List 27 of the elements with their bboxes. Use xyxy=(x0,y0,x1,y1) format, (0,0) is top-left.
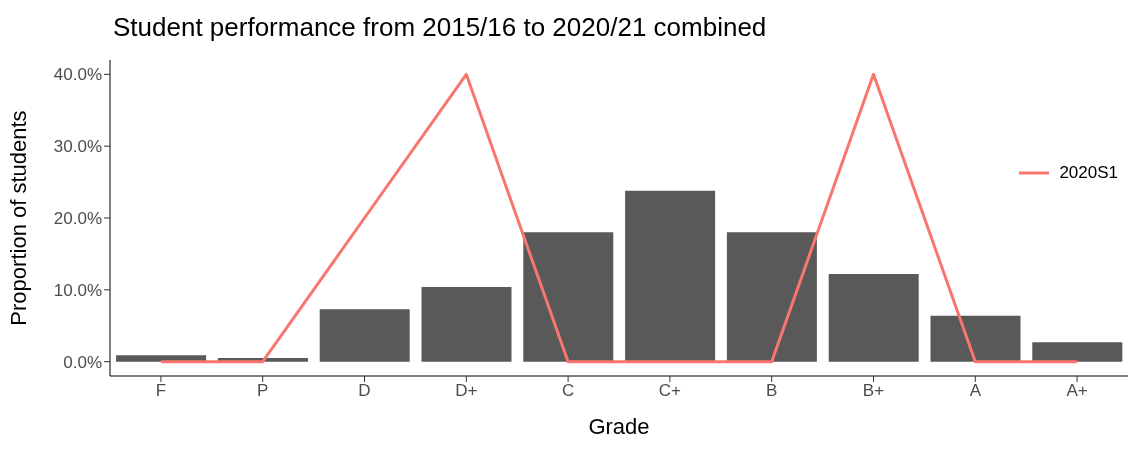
y-axis-title: Proportion of students xyxy=(5,110,31,326)
chart-title: Student performance from 2015/16 to 2020/21 combined xyxy=(113,12,767,43)
legend-label: 2020S1 xyxy=(1059,163,1118,183)
y-tick-label: 0.0% xyxy=(63,352,102,372)
x-tick-label: A xyxy=(969,381,982,401)
x-tick-label: P xyxy=(257,381,269,401)
bar xyxy=(828,274,919,362)
bar xyxy=(319,309,410,362)
y-tick-label: 10.0% xyxy=(53,280,102,300)
x-tick-label: F xyxy=(155,381,167,401)
y-tick-label: 40.0% xyxy=(53,65,102,85)
x-tick-label: C+ xyxy=(658,381,682,401)
x-tick-label: D+ xyxy=(455,381,478,401)
x-tick-label: A+ xyxy=(1066,381,1088,401)
x-tick-label: C xyxy=(561,381,575,401)
bar xyxy=(930,315,1021,362)
bar xyxy=(1032,342,1123,362)
x-tick-label: B+ xyxy=(862,381,885,401)
bar xyxy=(421,286,512,362)
bar xyxy=(625,190,716,362)
y-tick-label: 20.0% xyxy=(53,209,102,229)
x-tick-label: B xyxy=(766,381,778,401)
bar xyxy=(726,232,817,362)
y-tick-label: 30.0% xyxy=(53,137,102,157)
bar xyxy=(523,232,614,362)
x-axis-title: Grade xyxy=(588,414,650,439)
x-tick-label: D xyxy=(358,381,371,401)
